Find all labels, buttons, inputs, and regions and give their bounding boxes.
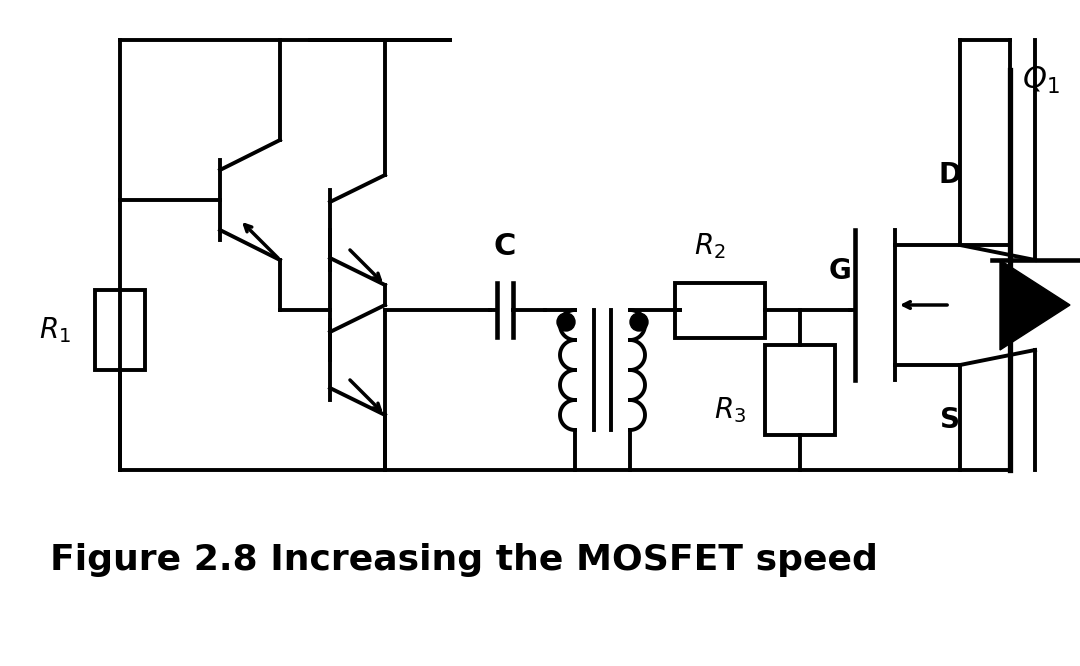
Text: $Q_1$: $Q_1$	[1022, 65, 1059, 95]
Text: C: C	[494, 232, 516, 261]
Bar	[95, 290, 145, 370]
Text: S: S	[940, 406, 960, 434]
Text: Figure 2.8 Increasing the MOSFET speed: Figure 2.8 Increasing the MOSFET speed	[50, 543, 878, 577]
Text: D: D	[939, 161, 961, 189]
Circle shape	[630, 313, 648, 331]
Bar	[765, 345, 835, 435]
Text: $R_1$: $R_1$	[39, 315, 71, 345]
Circle shape	[557, 313, 575, 331]
Text: G: G	[828, 257, 851, 285]
Bar	[675, 283, 765, 338]
Text: $R_2$: $R_2$	[694, 231, 726, 261]
Text: $R_3$: $R_3$	[714, 395, 746, 425]
Polygon shape	[1000, 260, 1070, 350]
